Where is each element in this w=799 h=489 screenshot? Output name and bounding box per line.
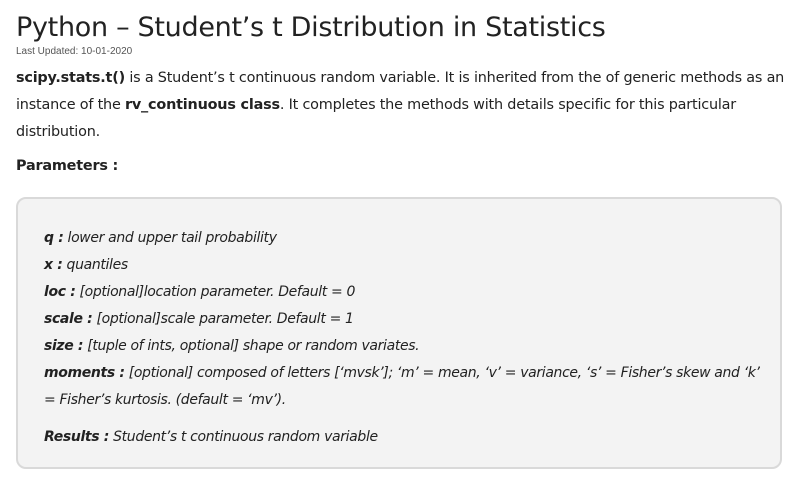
parameters-heading: Parameters : [16, 158, 119, 174]
results-key: Results : [44, 429, 110, 445]
parameters-box: q : lower and upper tail probability x :… [16, 197, 782, 469]
param-desc: quantiles [62, 257, 129, 273]
spacer [44, 414, 764, 424]
intro-text-1: is a Student’s t continuous random varia… [16, 70, 785, 113]
results-line: Results : Student’s t continuous random … [44, 424, 764, 451]
results-desc: Student’s t continuous random variable [109, 429, 378, 445]
function-name: scipy.stats.t() [16, 70, 125, 86]
param-size: size : [tuple of ints, optional] shape o… [44, 333, 764, 360]
param-desc: lower and upper tail probability [63, 230, 277, 246]
param-key: x : [44, 257, 63, 273]
param-x: x : quantiles [44, 252, 764, 279]
class-name: rv_continuous class [124, 97, 280, 113]
param-moments: moments : [optional] composed of letters… [44, 360, 764, 414]
param-key: moments : [44, 365, 125, 381]
intro-paragraph: scipy.stats.t() is a Student’s t continu… [16, 65, 786, 146]
param-scale: scale : [optional]scale parameter. Defau… [44, 306, 764, 333]
param-q: q : lower and upper tail probability [44, 225, 764, 252]
param-key: q : [44, 230, 64, 246]
param-desc: [optional]scale parameter. Default = 1 [92, 311, 354, 327]
param-desc: [tuple of ints, optional] shape or rando… [83, 338, 420, 354]
param-desc: [optional] composed of letters [‘mvsk’];… [44, 365, 760, 408]
intro-text-2: . It completes the methods with details … [16, 97, 737, 140]
param-key: loc : [44, 284, 76, 300]
param-desc: [optional]location parameter. Default = … [75, 284, 356, 300]
param-loc: loc : [optional]location parameter. Defa… [44, 279, 764, 306]
param-key: size : [44, 338, 84, 354]
parameters-list: q : lower and upper tail probability x :… [44, 225, 764, 451]
param-key: scale : [44, 311, 93, 327]
last-updated-date: Last Updated: 10-01-2020 [16, 46, 133, 57]
article: Python – Student’s t Distribution in Sta… [16, 10, 786, 469]
page-title: Python – Student’s t Distribution in Sta… [16, 12, 606, 43]
